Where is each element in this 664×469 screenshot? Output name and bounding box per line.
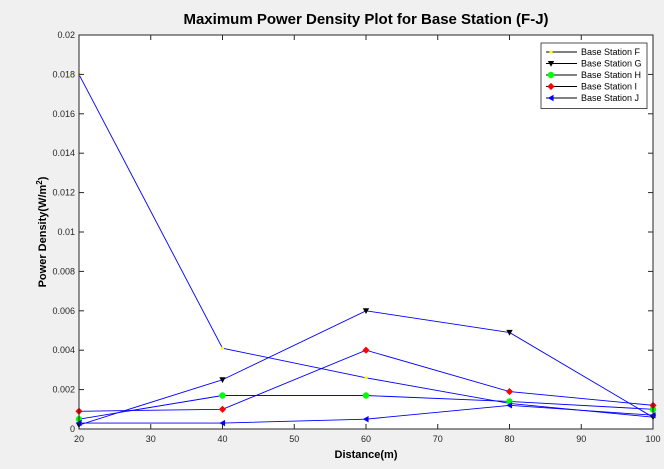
y-axis-title-main: Power Density(W/m [37,185,49,288]
y-tick-label: 0.01 [57,227,75,237]
legend-item: Base Station I [546,82,637,92]
x-tick-label: 100 [645,434,660,444]
data-point-marker [218,405,227,413]
y-tick-label: 0 [70,424,75,434]
x-tick-label: 40 [217,434,227,444]
data-point-marker [364,376,368,380]
y-tick-label: 0.018 [52,69,75,79]
legend-item: Base Station J [546,93,639,103]
x-axis-title: Distance(m) [335,449,398,461]
data-point-marker [506,402,513,409]
legend-label: Base Station J [581,93,639,103]
legend-marker [547,60,555,67]
legend-item: Base Station F [546,47,641,57]
legend-marker [547,82,555,91]
y-tick-label: 0.014 [52,148,75,158]
y-tick-label: 0.002 [52,385,75,395]
y-axis-title-sup: 2 [35,180,44,185]
chart-title: Maximum Power Density Plot for Base Stat… [183,11,548,28]
data-point-marker [219,392,226,399]
legend-item: Base Station G [546,59,642,69]
data-point-marker [362,346,370,354]
y-tick-label: 0.004 [52,345,75,355]
y-tick-label: 0.02 [57,30,75,40]
series-group [75,402,656,427]
legend-label: Base Station H [581,70,641,80]
x-tick-label: 20 [74,434,84,444]
x-tick-label: 80 [504,434,514,444]
data-point-marker [219,377,226,383]
series-layer [75,72,657,429]
y-axis-title: Power Density(W/m2) [35,176,50,287]
y-tick-label: 0.006 [52,306,75,316]
x-tick-label: 60 [361,434,371,444]
legend-marker [549,50,553,54]
data-point-marker [505,387,514,396]
x-tick-label: 50 [289,434,299,444]
y-tick-label: 0.008 [52,266,75,276]
ticks-layer: 20 30 40 50 60 70 80 90 100 0 0.002 0.004 0.006 0.008… [52,30,660,444]
data-point-marker [220,346,225,350]
legend-label: Base Station G [581,59,642,69]
legend-marker [547,94,554,102]
legend-marker [547,71,555,79]
data-point-marker [362,308,370,314]
x-tick-label: 70 [433,434,443,444]
y-axis-title-close: ) [37,176,49,180]
data-point-marker [362,415,369,423]
x-tick-label: 30 [146,434,156,444]
legend-box [540,42,648,109]
data-point-marker [219,419,226,427]
legend-item: Base Station H [546,70,641,80]
data-point-marker [506,329,513,336]
data-point-marker [362,392,370,399]
y-tick-label: 0.016 [52,109,75,119]
legend-label: Base Station I [581,82,637,92]
y-tick-label: 0.012 [52,188,75,198]
x-tick-label: 90 [576,434,586,444]
legend-label: Base Station F [581,47,641,57]
